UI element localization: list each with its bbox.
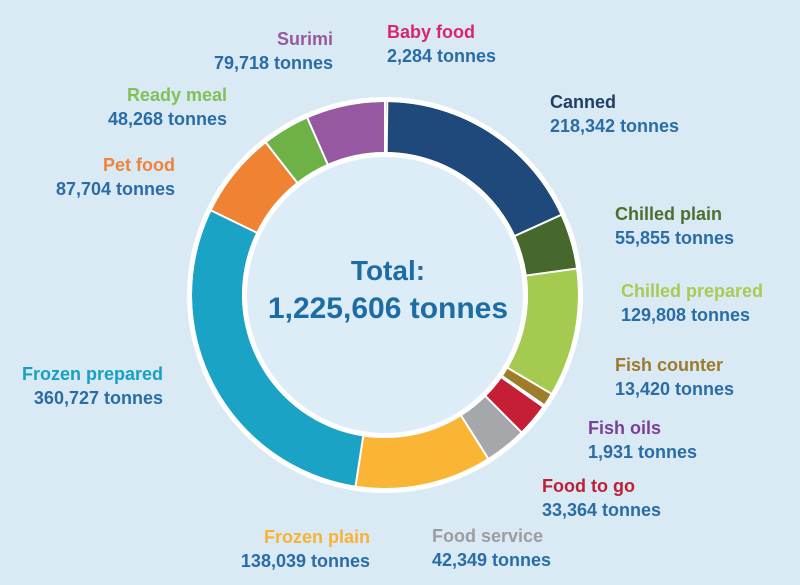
segment-value-surimi: 79,718 tonnes xyxy=(213,53,333,73)
segment-label-fish-oils: Fish oils xyxy=(588,418,662,438)
donut-segment-fish-counter xyxy=(502,368,551,405)
segment-value-canned: 218,342 tonnes xyxy=(550,116,680,136)
segment-separator xyxy=(484,395,523,434)
segment-callout-surimi: Surimi 79,718 tonnes xyxy=(214,27,333,75)
donut-inner-ring xyxy=(242,152,528,438)
segment-separator xyxy=(210,209,258,234)
segment-value-food-to-go: 33,364 tonnes xyxy=(542,500,662,520)
segment-value-fish-counter: 13,420 tonnes xyxy=(615,379,735,399)
segment-label-fish-counter: Fish counter xyxy=(615,355,724,375)
segment-callout-canned: Canned 218,342 tonnes xyxy=(550,90,679,138)
segment-value-chilled-prepared: 129,808 tonnes xyxy=(621,305,751,325)
donut-segment-surimi xyxy=(307,102,385,165)
segment-callout-chilled-prepared: Chilled prepared 129,808 tonnes xyxy=(621,279,763,327)
segment-value-frozen-prepared: 360,727 tonnes xyxy=(33,388,163,408)
segment-separator xyxy=(500,376,544,408)
segment-callout-ready-meal: Ready meal 48,268 tonnes xyxy=(108,83,227,131)
segment-value-baby-food: 2,284 tonnes xyxy=(387,46,497,66)
segment-label-chilled-prepared: Chilled prepared xyxy=(621,281,764,301)
segment-label-pet-food: Pet food xyxy=(103,155,175,175)
donut-segment-food-to-go xyxy=(485,377,543,432)
segment-callout-food-service: Food service 42,349 tonnes xyxy=(432,524,551,572)
segment-callout-baby-food: Baby food 2,284 tonnes xyxy=(387,20,496,68)
donut-hole xyxy=(245,155,525,435)
donut-outer-ring xyxy=(187,97,583,493)
segment-label-food-to-go: Food to go xyxy=(542,476,635,496)
donut-segment-canned xyxy=(386,102,561,236)
segment-callout-frozen-plain: Frozen plain 138,039 tonnes xyxy=(241,525,370,573)
segment-callout-fish-oils: Fish oils 1,931 tonnes xyxy=(588,416,697,464)
segment-label-canned: Canned xyxy=(550,92,617,112)
segment-separator xyxy=(354,435,365,487)
donut-segment-chilled-prepared xyxy=(507,268,578,394)
segment-callout-pet-food: Pet food 87,704 tonnes xyxy=(56,153,175,201)
segment-label-ready-meal: Ready meal xyxy=(126,85,227,105)
donut-segment-frozen-prepared xyxy=(191,210,364,486)
segment-separator xyxy=(525,267,578,277)
segment-value-chilled-plain: 55,855 tonnes xyxy=(615,228,735,248)
segment-label-frozen-plain: Frozen plain xyxy=(263,527,370,547)
segment-label-chilled-plain: Chilled plain xyxy=(615,204,723,224)
segment-value-fish-oils: 1,931 tonnes xyxy=(588,442,698,462)
segment-label-baby-food: Baby food xyxy=(387,22,475,42)
donut-segment-food-service xyxy=(461,396,522,459)
segment-value-frozen-plain: 138,039 tonnes xyxy=(240,551,370,571)
segment-separator xyxy=(459,414,490,460)
segment-separator xyxy=(513,213,563,238)
segment-label-surimi: Surimi xyxy=(276,29,333,49)
segment-value-ready-meal: 48,268 tonnes xyxy=(107,109,227,129)
segment-value-food-service: 42,349 tonnes xyxy=(432,550,552,570)
segment-callout-food-to-go: Food to go 33,364 tonnes xyxy=(542,474,661,522)
segment-separator xyxy=(506,366,553,395)
segment-separator xyxy=(385,101,389,154)
donut-segment-frozen-plain xyxy=(355,415,488,488)
segment-callout-fish-counter: Fish counter 13,420 tonnes xyxy=(615,353,734,401)
donut-segment-pet-food xyxy=(211,142,297,233)
segment-label-food-service: Food service xyxy=(432,526,544,546)
segment-separator xyxy=(501,374,546,407)
segment-value-pet-food: 87,704 tonnes xyxy=(55,179,175,199)
segment-label-frozen-prepared: Frozen prepared xyxy=(21,364,163,384)
segment-callout-frozen-prepared: Frozen prepared 360,727 tonnes xyxy=(22,362,163,410)
donut-segment-ready-meal xyxy=(266,118,328,183)
segment-separator xyxy=(306,116,329,166)
donut-segment-chilled-plain xyxy=(515,215,577,276)
segment-callout-chilled-plain: Chilled plain 55,855 tonnes xyxy=(615,202,734,250)
segment-separator xyxy=(264,141,299,184)
